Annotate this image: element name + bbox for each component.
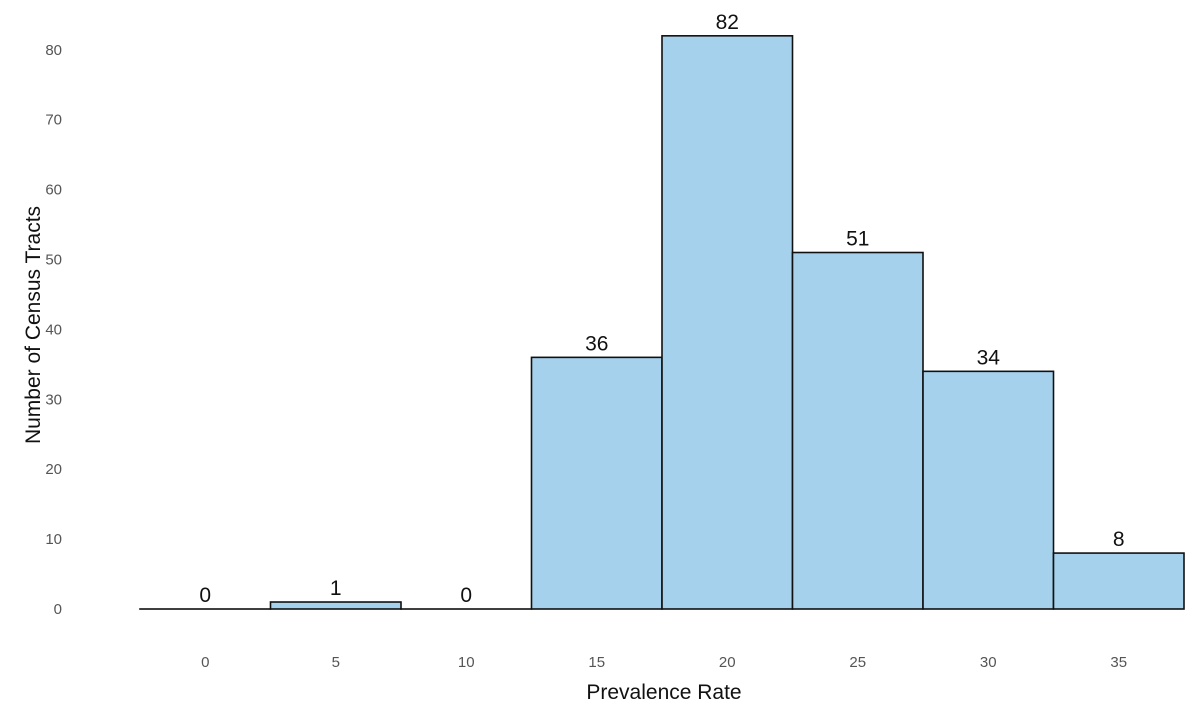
bar-value-label: 1: [330, 577, 342, 600]
y-tick-label: 70: [45, 112, 62, 129]
bar-value-label: 0: [199, 584, 211, 607]
x-tick-label: 20: [719, 654, 736, 671]
y-axis-title: Number of Census Tracts: [22, 206, 45, 444]
y-tick-label: 60: [45, 182, 62, 199]
y-tick-label: 50: [45, 252, 62, 269]
x-tick-label: 35: [1110, 654, 1127, 671]
x-tick-label: 5: [332, 654, 340, 671]
bar-30: [922, 370, 1055, 610]
y-tick-label: 40: [45, 321, 62, 338]
bar-20: [661, 35, 794, 610]
y-tick-label: 0: [54, 601, 62, 618]
bars: [139, 35, 1185, 610]
bar-value-label: 8: [1113, 528, 1125, 551]
y-axis-ticks: 0 10 20 30 40 50 60 70 80: [45, 42, 62, 618]
y-tick-label: 10: [45, 531, 62, 548]
x-axis-ticks: 0 5 10 15 20 25 30 35: [201, 654, 1127, 671]
x-tick-label: 15: [588, 654, 605, 671]
bar-value-label: 82: [716, 11, 739, 34]
x-tick-label: 0: [201, 654, 209, 671]
bar-25: [791, 251, 924, 610]
bar-15: [530, 356, 663, 610]
bar-35: [1052, 552, 1185, 610]
bar-value-label: 51: [846, 228, 869, 251]
bar-value-label: 34: [977, 346, 1001, 369]
y-tick-label: 30: [45, 391, 62, 408]
bar-value-label: 0: [460, 584, 472, 607]
x-axis-title: Prevalence Rate: [586, 681, 741, 704]
bar-value-label: 36: [585, 332, 608, 355]
bar-5: [269, 601, 402, 610]
y-tick-label: 80: [45, 42, 62, 59]
x-tick-label: 25: [849, 654, 866, 671]
y-tick-label: 20: [45, 461, 62, 478]
data-labels: 0 1 0 36 82 51 34 8: [199, 11, 1124, 607]
x-tick-label: 30: [980, 654, 997, 671]
x-tick-label: 10: [458, 654, 475, 671]
